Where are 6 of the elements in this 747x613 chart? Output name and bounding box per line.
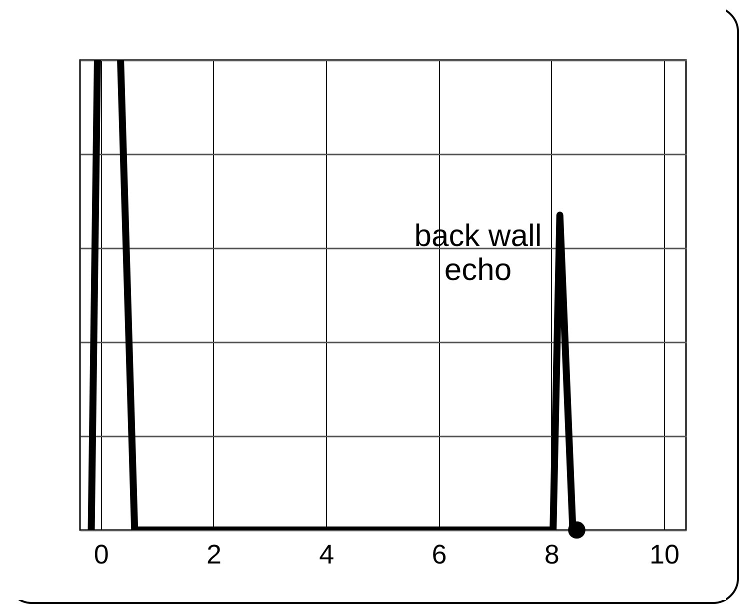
x-tick-label: 10: [650, 540, 680, 570]
x-tick-label: 8: [544, 540, 560, 570]
x-tick-label: 4: [319, 540, 334, 570]
x-tick-label: 6: [432, 540, 447, 570]
x-tick-label: 0: [94, 540, 109, 570]
x-tick-label: 2: [206, 540, 222, 570]
